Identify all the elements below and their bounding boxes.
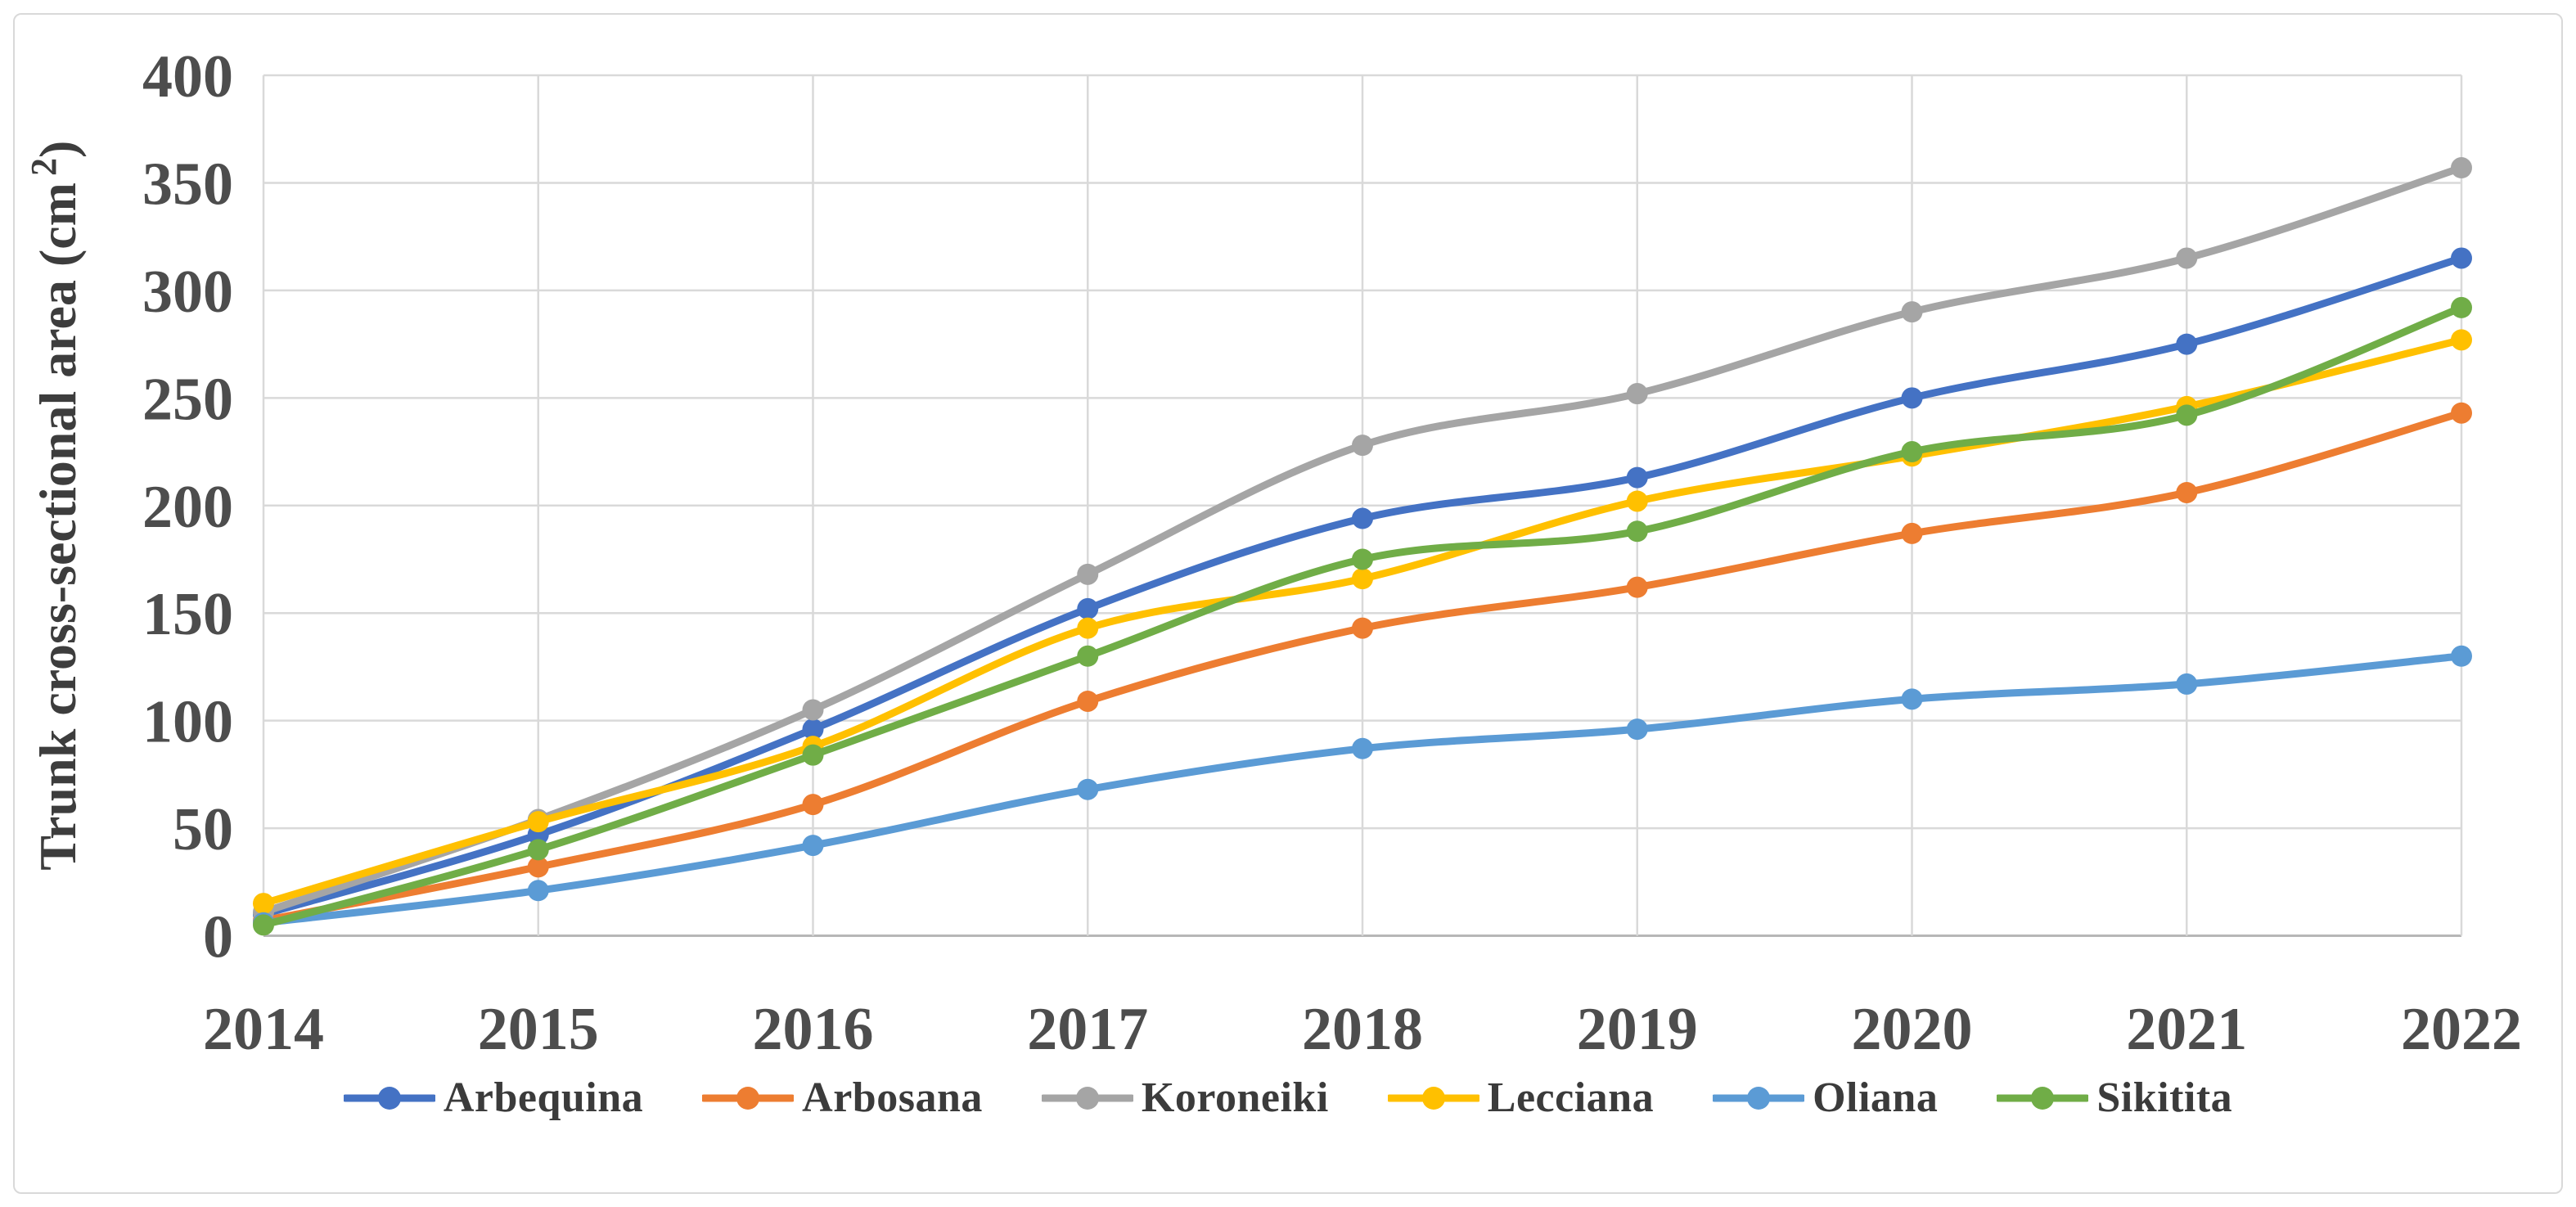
series-sikitita — [253, 296, 2472, 936]
gridlines — [262, 74, 2463, 937]
series-marker-koroneiki-2018 — [1352, 435, 1373, 457]
series-marker-oliana-2015 — [527, 880, 549, 902]
y-tick-label: 350 — [142, 151, 233, 218]
legend-marker-arbosana-icon — [702, 1086, 795, 1110]
legend-dot — [1421, 1086, 1445, 1110]
axis-labels: 0 50 100 150 200 250 300 350 400 2014 2015 2016 2017… — [24, 43, 2522, 1063]
series-marker-arbosana-2021 — [2176, 481, 2198, 503]
series-marker-sikitita-2019 — [1626, 520, 1648, 543]
legend-item-koroneiki: Koroneiki — [1041, 1074, 1329, 1122]
series-marker-oliana-2017 — [1077, 778, 1099, 800]
x-tick-label: 2021 — [2126, 996, 2247, 1063]
x-tick-label: 2022 — [2401, 996, 2522, 1063]
legend-item-arbequina: Arbequina — [343, 1074, 644, 1122]
legend-item-oliana: Oliana — [1713, 1074, 1938, 1122]
y-tick-label: 0 — [203, 904, 233, 971]
series-marker-lecciana-2022 — [2451, 329, 2472, 351]
y-tick-label: 250 — [142, 366, 233, 433]
series-marker-arbosana-2019 — [1626, 576, 1648, 598]
y-tick-label: 50 — [173, 796, 233, 863]
series-marker-arbosana-2020 — [1901, 522, 1923, 544]
series-marker-oliana-2018 — [1352, 737, 1373, 759]
legend-item-arbosana: Arbosana — [702, 1074, 983, 1122]
series-marker-oliana-2020 — [1901, 688, 1923, 710]
series-marker-sikitita-2020 — [1901, 441, 1923, 463]
series-marker-arbequina-2017 — [1077, 597, 1099, 619]
y-tick-label: 200 — [142, 474, 233, 541]
series-marker-sikitita-2017 — [1077, 645, 1099, 667]
series-marker-koroneiki-2022 — [2451, 157, 2472, 179]
series-marker-sikitita-2022 — [2451, 296, 2472, 318]
series-marker-lecciana-2014 — [253, 893, 274, 915]
series-marker-oliana-2016 — [802, 835, 824, 857]
y-tick-label: 100 — [142, 689, 233, 756]
legend-label: Sikitita — [2096, 1074, 2233, 1121]
series-lines — [253, 157, 2472, 936]
series-marker-koroneiki-2017 — [1077, 563, 1099, 585]
x-tick-label: 2020 — [1852, 996, 1973, 1063]
series-marker-koroneiki-2021 — [2176, 247, 2198, 269]
series-marker-arbequina-2018 — [1352, 507, 1373, 529]
series-marker-sikitita-2015 — [527, 839, 549, 861]
series-marker-arbosana-2017 — [1077, 690, 1099, 712]
series-arbosana — [253, 402, 2472, 932]
x-tick-label: 2016 — [753, 996, 874, 1063]
series-marker-koroneiki-2019 — [1626, 383, 1648, 405]
series-marker-arbequina-2022 — [2451, 247, 2472, 269]
series-marker-oliana-2021 — [2176, 673, 2198, 695]
y-axis-title: Trunk cross-sectional area (cm2) — [24, 141, 87, 871]
legend-dot — [736, 1086, 760, 1110]
x-tick-label: 2014 — [203, 996, 324, 1063]
series-arbequina — [253, 247, 2472, 926]
legend-marker-arbequina-icon — [343, 1086, 435, 1110]
legend-marker-koroneiki-icon — [1041, 1086, 1133, 1110]
legend-dot — [2031, 1086, 2055, 1110]
legend-dot — [377, 1086, 401, 1110]
series-marker-arbosana-2018 — [1352, 617, 1373, 639]
series-marker-koroneiki-2020 — [1901, 301, 1923, 323]
x-tick-label: 2015 — [478, 996, 599, 1063]
series-marker-arbosana-2015 — [527, 856, 549, 878]
series-marker-arbosana-2016 — [802, 794, 824, 816]
series-marker-arbequina-2016 — [802, 718, 824, 741]
series-marker-oliana-2022 — [2451, 645, 2472, 667]
legend-label: Koroneiki — [1141, 1074, 1329, 1121]
series-lecciana — [253, 329, 2472, 915]
y-tick-label: 400 — [142, 43, 233, 110]
legend-label: Arbequina — [443, 1074, 644, 1121]
series-marker-lecciana-2015 — [527, 811, 549, 833]
series-marker-arbequina-2021 — [2176, 333, 2198, 355]
series-marker-koroneiki-2016 — [802, 699, 824, 721]
series-marker-lecciana-2017 — [1077, 617, 1099, 639]
series-marker-sikitita-2014 — [253, 914, 274, 936]
legend-marker-oliana-icon — [1713, 1086, 1805, 1110]
series-marker-lecciana-2018 — [1352, 568, 1373, 590]
series-marker-arbosana-2022 — [2451, 402, 2472, 424]
series-koroneiki — [253, 157, 2472, 923]
chart-legend: Arbequina Arbosana Koroneiki Lecciana Oliana… — [0, 1074, 2576, 1122]
legend-label: Arbosana — [802, 1074, 983, 1121]
series-marker-sikitita-2021 — [2176, 404, 2198, 426]
legend-item-sikitita: Sikitita — [1997, 1074, 2232, 1122]
y-tick-label: 150 — [142, 581, 233, 648]
series-marker-oliana-2019 — [1626, 718, 1648, 741]
series-marker-arbequina-2019 — [1626, 466, 1648, 489]
series-marker-arbequina-2020 — [1901, 387, 1923, 409]
legend-marker-lecciana-icon — [1387, 1086, 1479, 1110]
x-tick-label: 2019 — [1577, 996, 1698, 1063]
legend-dot — [1075, 1086, 1099, 1110]
legend-label: Oliana — [1813, 1074, 1939, 1121]
legend-marker-sikitita-icon — [1997, 1086, 2089, 1110]
series-marker-lecciana-2019 — [1626, 490, 1648, 512]
legend-label: Lecciana — [1487, 1074, 1655, 1121]
legend-dot — [1747, 1086, 1771, 1110]
series-marker-sikitita-2016 — [802, 744, 824, 766]
legend-item-lecciana: Lecciana — [1387, 1074, 1655, 1122]
x-tick-label: 2017 — [1027, 996, 1148, 1063]
series-marker-sikitita-2018 — [1352, 548, 1373, 570]
y-tick-label: 300 — [142, 259, 233, 326]
x-tick-label: 2018 — [1302, 996, 1423, 1063]
